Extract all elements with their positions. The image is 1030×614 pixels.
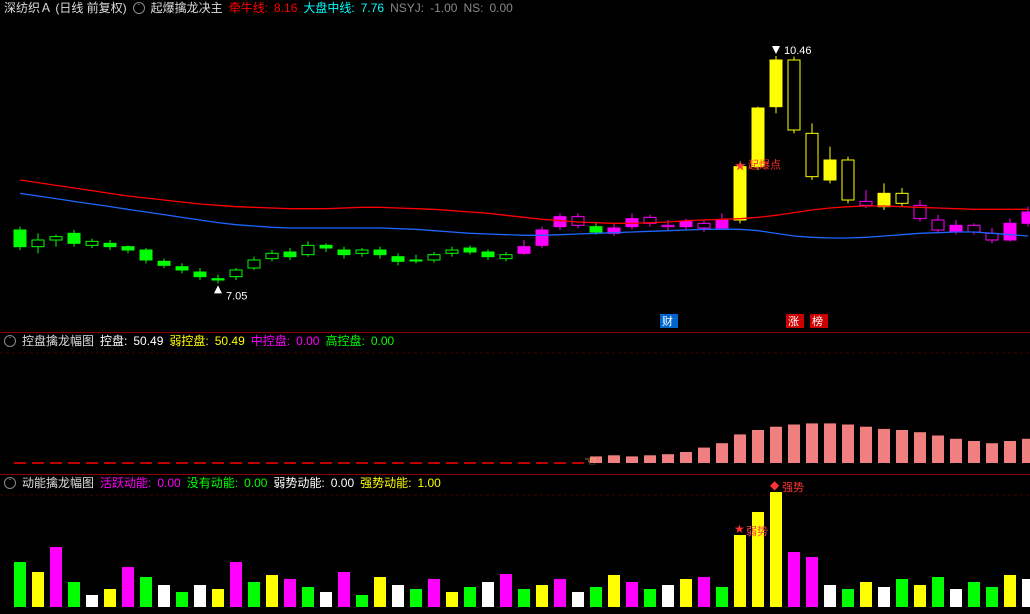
nsyj-value: -1.00 — [430, 0, 457, 16]
kp-label: 控盘: — [100, 333, 127, 349]
panel2-header: ˇ 控盘擒龙幅图 控盘: 50.49 弱控盘: 50.49 中控盘: 0.00 … — [4, 333, 394, 349]
indicator-name: 起爆擒龙决主 — [151, 0, 223, 16]
svg-text:涨: 涨 — [788, 315, 799, 328]
svg-text:☜: ☜ — [584, 453, 597, 469]
my-value: 0.00 — [244, 475, 267, 491]
svg-text:弱势: 弱势 — [746, 525, 768, 538]
hy-label: 活跃动能: — [100, 475, 151, 491]
panel3-header: ˇ 动能擒龙幅图 活跃动能: 0.00 没有动能: 0.00 弱势动能: 0.0… — [4, 475, 441, 491]
svg-text:◆: ◆ — [770, 478, 780, 492]
rkp-label: 弱控盘: — [169, 333, 208, 349]
my-label: 没有动能: — [187, 475, 238, 491]
svg-text:榜: 榜 — [812, 314, 823, 328]
gkp-label: 高控盘: — [325, 333, 364, 349]
ma1-value: 8.16 — [274, 0, 297, 16]
svg-text:★: ★ — [734, 158, 747, 174]
dn-chart[interactable]: ◆强势 ★弱势 — [0, 475, 1030, 614]
svg-text:起爆点: 起爆点 — [748, 158, 781, 172]
qs-value: 1.00 — [417, 475, 440, 491]
candlestick-chart[interactable]: 7.05 10.46 ★起爆点财 涨榜 — [0, 0, 1030, 333]
dn-panel: ˇ 动能擒龙幅图 活跃动能: 0.00 没有动能: 0.00 弱势动能: 0.0… — [0, 475, 1030, 614]
rkp-value: 50.49 — [215, 333, 245, 349]
chevron-icon[interactable]: ˇ — [4, 335, 16, 347]
svg-text:10.46: 10.46 — [784, 45, 812, 57]
panel3-title: 动能擒龙幅图 — [22, 475, 94, 491]
kp-panel: ˇ 控盘擒龙幅图 控盘: 50.49 弱控盘: 50.49 中控盘: 0.00 … — [0, 333, 1030, 475]
kp-value: 50.49 — [133, 333, 163, 349]
candlestick-panel: 深纺织Ａ (日线 前复权) ˇ 起爆擒龙决主 牵牛线: 8.16 大盘中线: 7… — [0, 0, 1030, 333]
rs-label: 弱势动能: — [273, 475, 324, 491]
panel1-header: 深纺织Ａ (日线 前复权) ˇ 起爆擒龙决主 牵牛线: 8.16 大盘中线: 7… — [4, 0, 513, 16]
hy-value: 0.00 — [157, 475, 180, 491]
panel2-title: 控盘擒龙幅图 — [22, 333, 94, 349]
rs-value: 0.00 — [331, 475, 354, 491]
ma2-value: 7.76 — [361, 0, 384, 16]
svg-text:★: ★ — [734, 522, 745, 536]
zkp-label: 中控盘: — [251, 333, 290, 349]
gkp-value: 0.00 — [371, 333, 394, 349]
kp-chart[interactable]: ☜ — [0, 333, 1030, 475]
svg-text:强势: 强势 — [782, 481, 804, 494]
chevron-icon[interactable]: ˇ — [4, 477, 16, 489]
ns-value: 0.00 — [489, 0, 512, 16]
chevron-icon[interactable]: ˇ — [133, 2, 145, 14]
symbol-label: 深纺织Ａ (日线 前复权) — [4, 0, 127, 16]
zkp-value: 0.00 — [296, 333, 319, 349]
ma1-label: 牵牛线: — [229, 0, 268, 16]
svg-text:财: 财 — [662, 314, 673, 328]
ma2-label: 大盘中线: — [303, 0, 354, 16]
svg-text:7.05: 7.05 — [226, 290, 247, 302]
nsyj-label: NSYJ: — [390, 0, 424, 16]
ns-label: NS: — [463, 0, 483, 16]
qs-label: 强势动能: — [360, 475, 411, 491]
